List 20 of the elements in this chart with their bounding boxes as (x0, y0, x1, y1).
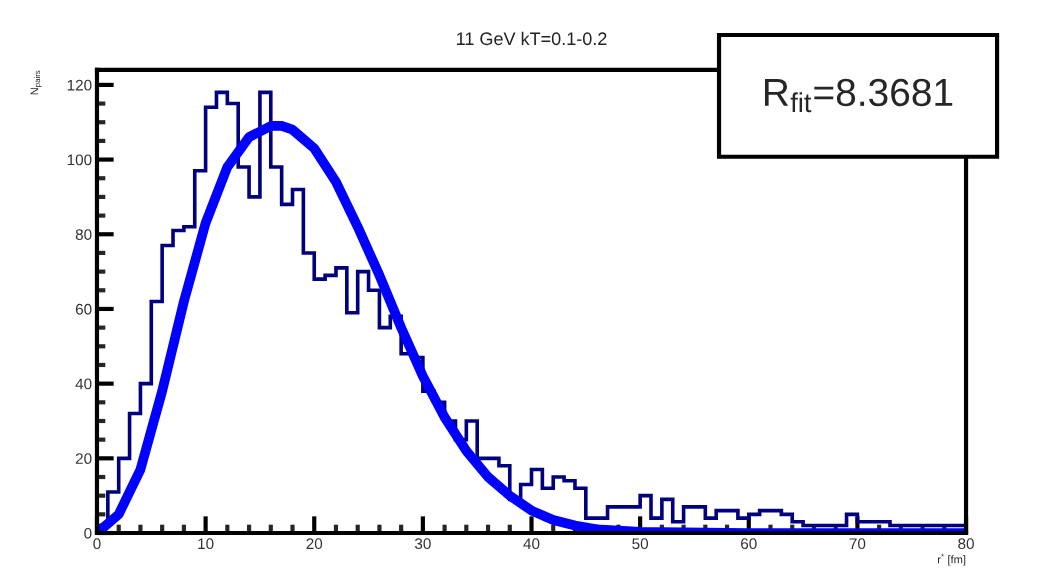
x-tick-label: 60 (741, 538, 757, 550)
y-tick-label: 120 (67, 79, 92, 91)
annotation: R$_{fit}$=8.3681 (764, 78, 953, 113)
x-tick-label: 20 (306, 538, 323, 550)
y-tick-label: 20 (75, 453, 92, 465)
x-tick-label: 80 (958, 538, 974, 550)
y-axis-title: N$_{pairs}$ (30, 70, 42, 95)
y-tick-label: 40 (75, 378, 92, 390)
y-tick-label: 60 (75, 303, 92, 315)
y-tick-label: 100 (67, 154, 92, 166)
y-tick-label: 0 (84, 527, 92, 539)
x-tick-label: 70 (849, 538, 866, 550)
x-axis-title: r$^{*}$ [fm] (938, 553, 966, 566)
x-tick-label: 0 (93, 538, 101, 550)
x-tick-label: 10 (198, 538, 214, 550)
x-tick-label: 50 (632, 538, 649, 550)
x-tick-label: 40 (523, 538, 540, 550)
y-tick-label: 80 (75, 229, 92, 240)
chart-title: 11 GeV kT=0.1-0.2 (457, 31, 607, 46)
x-tick-label: 30 (414, 538, 431, 550)
